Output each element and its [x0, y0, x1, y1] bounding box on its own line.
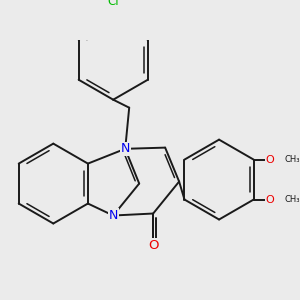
- Text: N: N: [109, 209, 118, 222]
- Text: CH₃: CH₃: [285, 155, 300, 164]
- Text: O: O: [148, 239, 158, 252]
- Text: Cl: Cl: [107, 0, 119, 8]
- Text: CH₃: CH₃: [285, 195, 300, 204]
- Text: O: O: [265, 194, 274, 205]
- Text: O: O: [265, 154, 274, 165]
- Text: N: N: [121, 142, 130, 155]
